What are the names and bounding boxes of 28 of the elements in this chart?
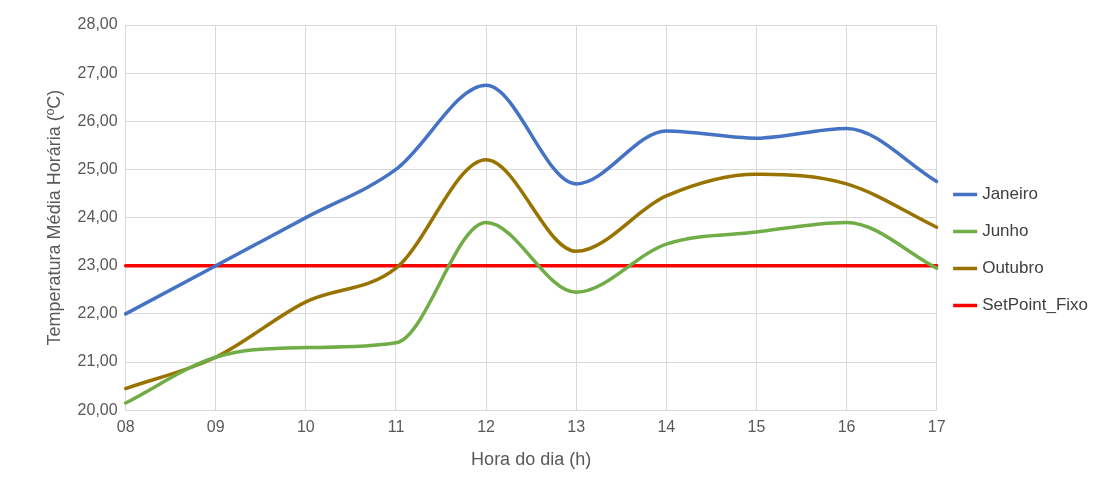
x-tick-label: 11: [387, 418, 405, 436]
x-tick-label: 13: [567, 418, 586, 436]
x-tick-label: 17: [927, 418, 946, 436]
legend-label: Janeiro: [982, 184, 1038, 204]
line-series: [123, 220, 939, 405]
y-tick-label: 25,00: [77, 159, 118, 177]
legend-label: Outubro: [982, 258, 1044, 278]
y-tick-label: 23,00: [77, 256, 118, 274]
x-tick-label: 10: [296, 418, 315, 436]
x-axis-title: Hora do dia (h): [471, 449, 592, 470]
y-tick-label: 27,00: [77, 63, 118, 81]
y-tick-label: 26,00: [77, 111, 118, 129]
y-tick-label: 22,00: [77, 304, 118, 322]
y-tick-label: 28,00: [77, 15, 118, 33]
x-tick-label: 09: [206, 418, 225, 436]
y-tick-label: 20,00: [77, 400, 118, 418]
legend-label: Junho: [982, 221, 1029, 241]
legend-label: SetPoint_Fixo: [982, 295, 1089, 315]
x-tick-label: 12: [477, 418, 496, 436]
line-series: [123, 158, 939, 391]
line-series: [123, 83, 939, 316]
x-tick-label: 15: [747, 418, 766, 436]
x-tick-label: 14: [657, 418, 676, 436]
y-tick-label: 24,00: [77, 208, 118, 226]
x-tick-label: 16: [837, 418, 856, 436]
x-tick-label: 08: [116, 418, 135, 436]
y-tick-label: 21,00: [77, 352, 118, 370]
y-axis-title: Temperatura Média Horária (ºC): [43, 89, 64, 346]
